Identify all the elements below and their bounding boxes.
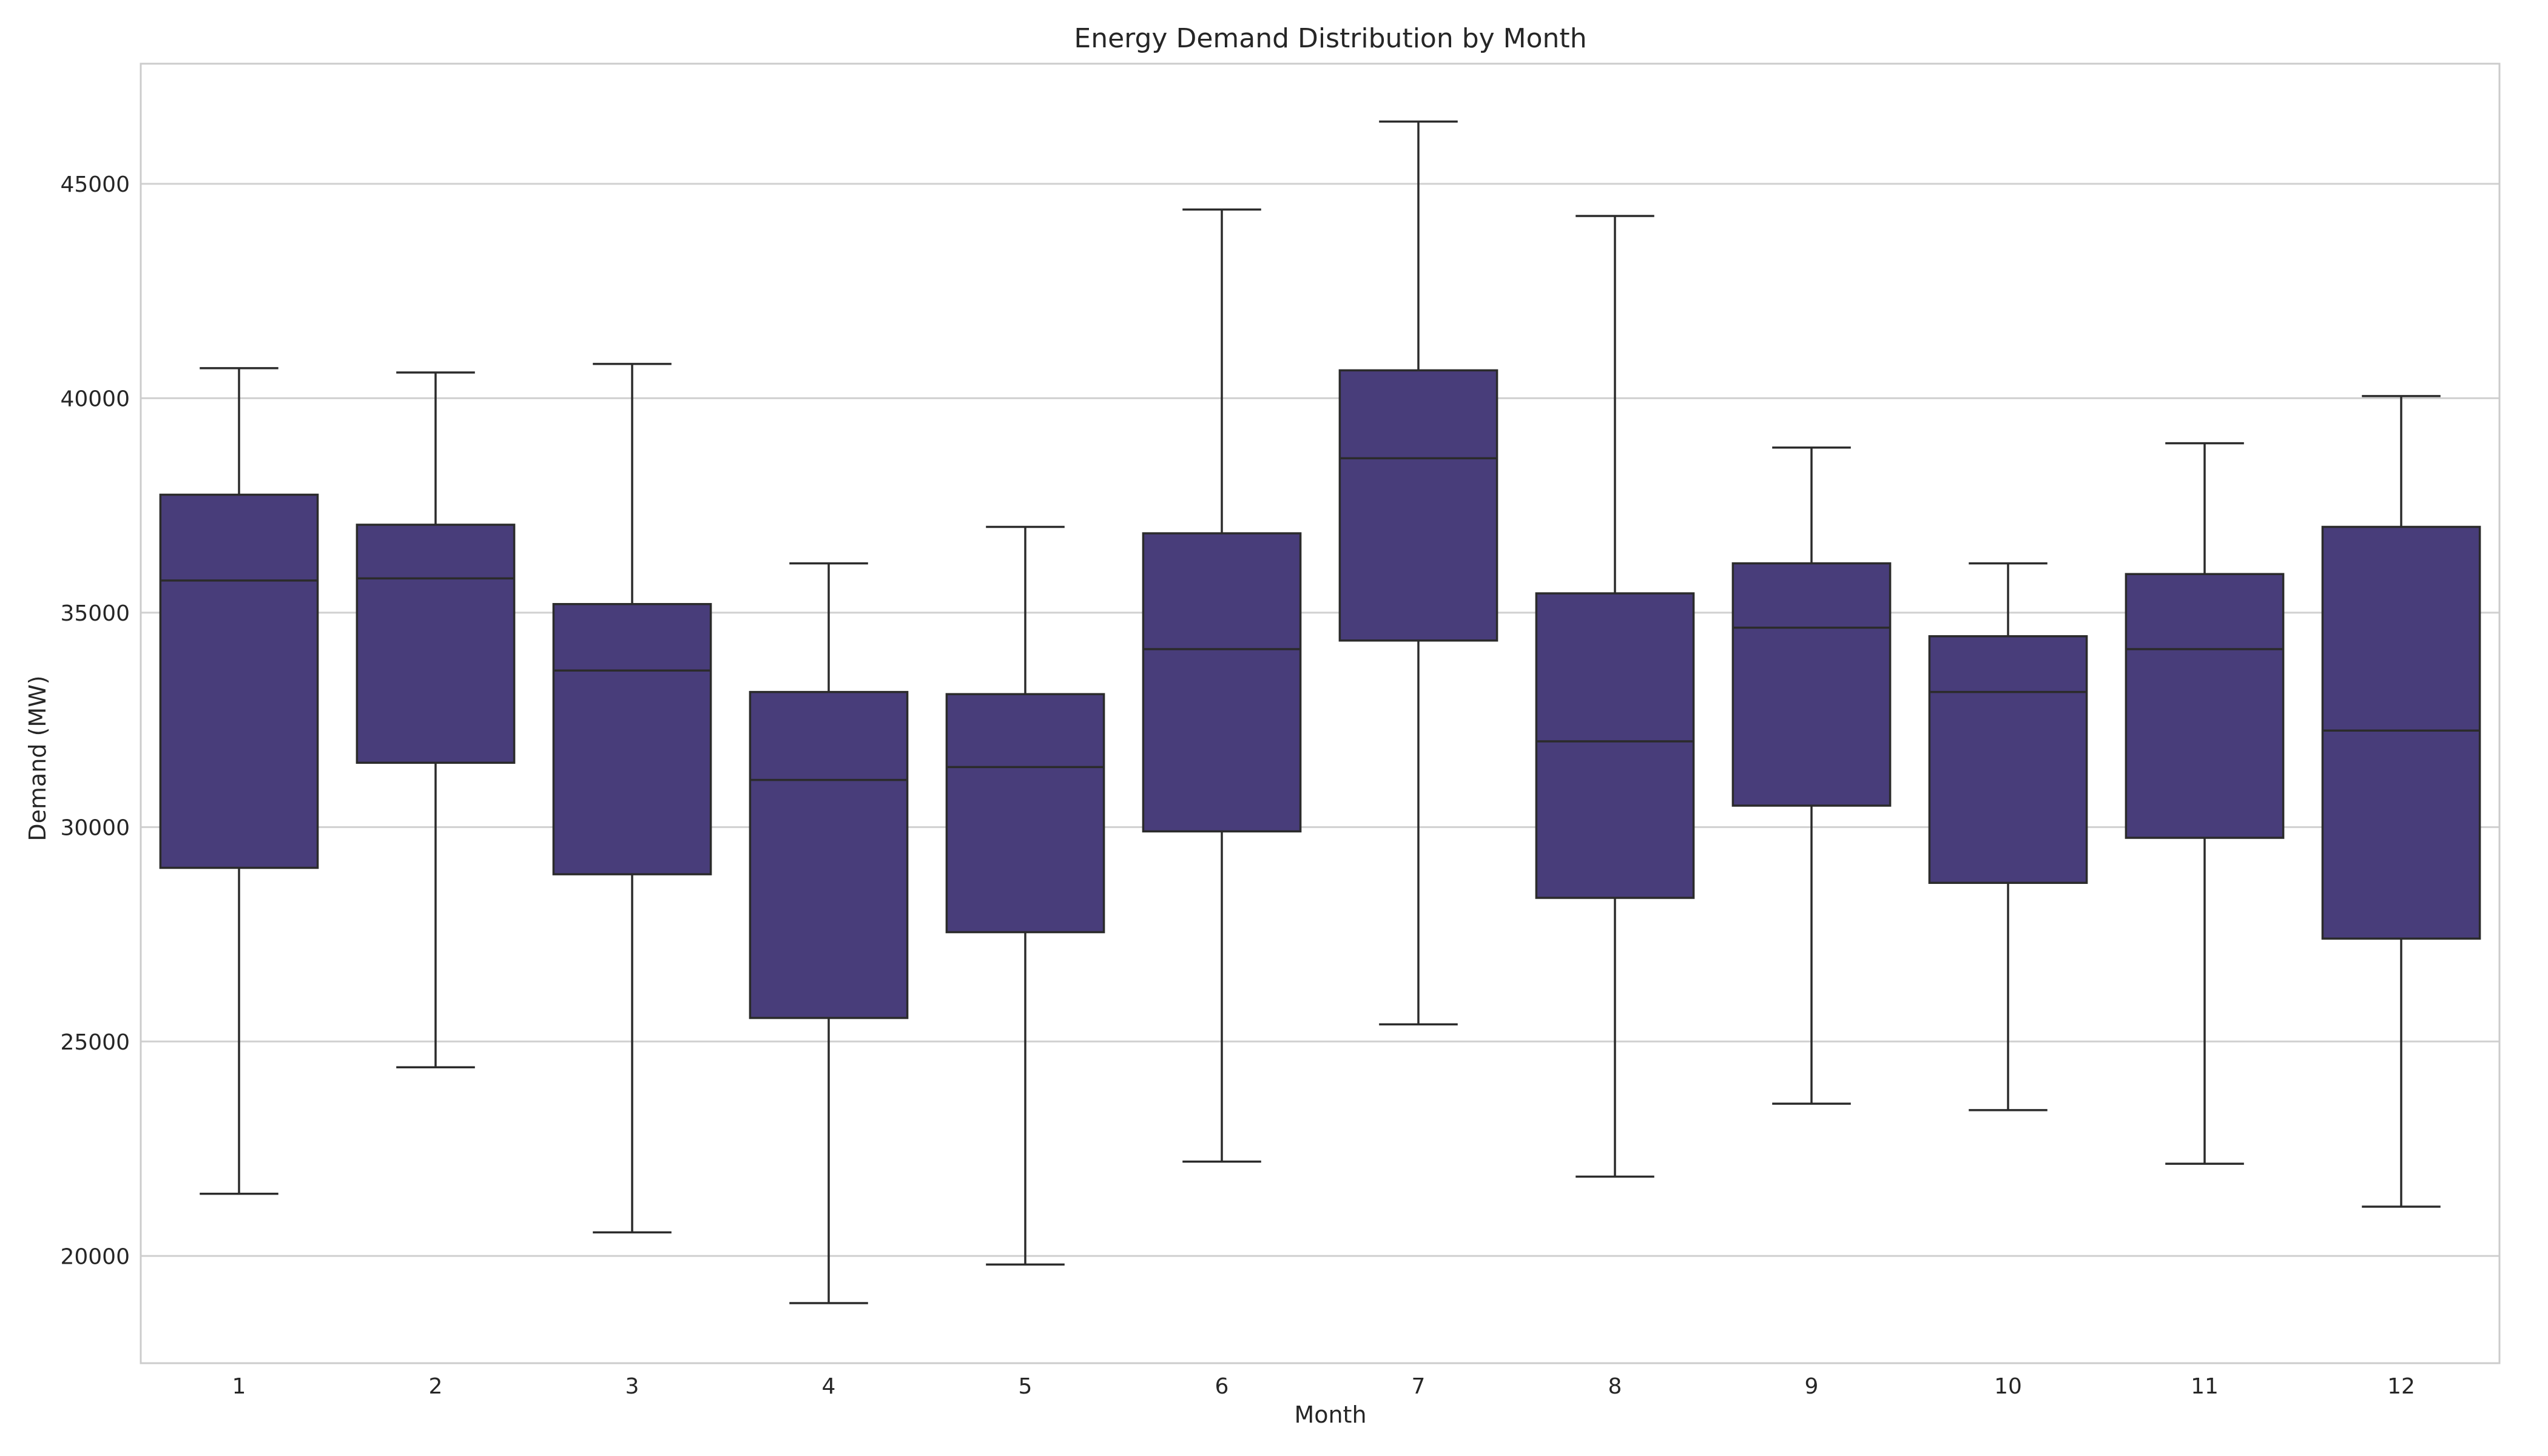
boxes: [159, 120, 2481, 1304]
x-tick-label: 4: [822, 1374, 836, 1399]
iqr-box: [2125, 573, 2285, 839]
iqr-box: [552, 602, 712, 875]
y-tick-label: 30000: [60, 815, 130, 840]
x-tick-label: 3: [625, 1374, 639, 1399]
box-month-2: [356, 371, 516, 1068]
iqr-box: [1535, 592, 1695, 899]
box-month-12: [2321, 395, 2481, 1208]
box-month-7: [1338, 120, 1498, 1026]
box-month-8: [1535, 215, 1695, 1178]
box-month-6: [1142, 208, 1302, 1163]
box-month-3: [552, 363, 712, 1234]
x-tick-label: 11: [2191, 1374, 2219, 1399]
box-month-9: [1731, 446, 1892, 1105]
iqr-box: [1928, 635, 2088, 884]
x-axis-label: Month: [1294, 1401, 1366, 1428]
x-tick-label: 7: [1412, 1374, 1426, 1399]
x-tick-label: 8: [1608, 1374, 1622, 1399]
iqr-box: [945, 693, 1105, 934]
iqr-box: [749, 690, 909, 1019]
iqr-box: [1731, 562, 1892, 807]
x-tick-label: 9: [1805, 1374, 1819, 1399]
y-axis-label: Demand (MW): [24, 675, 51, 841]
chart-title: Energy Demand Distribution by Month: [1074, 23, 1586, 54]
x-tick-label: 2: [429, 1374, 443, 1399]
x-tick-label: 1: [232, 1374, 246, 1399]
plot-frame: [140, 62, 2501, 1364]
iqr-box: [159, 493, 319, 869]
plot-background: [141, 64, 2499, 1363]
x-tick-labels: 1 2 3 4 5 6 7 8 9 10 11 12: [232, 1374, 2415, 1399]
y-tick-label: 25000: [60, 1030, 130, 1055]
x-tick-label: 5: [1019, 1374, 1033, 1399]
iqr-box: [356, 524, 516, 764]
x-tick-label: 10: [1994, 1374, 2022, 1399]
x-tick-label: 6: [1215, 1374, 1229, 1399]
box-month-10: [1928, 562, 2088, 1111]
y-tick-label: 45000: [60, 172, 130, 197]
iqr-box: [1338, 369, 1498, 642]
y-tick-label: 35000: [60, 601, 130, 626]
gridlines: [141, 183, 2499, 1257]
box-month-4: [749, 562, 909, 1304]
x-tick-label: 12: [2387, 1374, 2415, 1399]
box-month-1: [159, 367, 319, 1195]
iqr-box: [2321, 525, 2481, 940]
y-tick-label: 20000: [60, 1244, 130, 1269]
y-tick-label: 40000: [60, 386, 130, 411]
box-month-5: [945, 525, 1105, 1266]
box-month-11: [2125, 442, 2285, 1165]
iqr-box: [1142, 532, 1302, 833]
y-tick-labels: 20000 25000 30000 35000 40000 45000: [60, 172, 130, 1269]
